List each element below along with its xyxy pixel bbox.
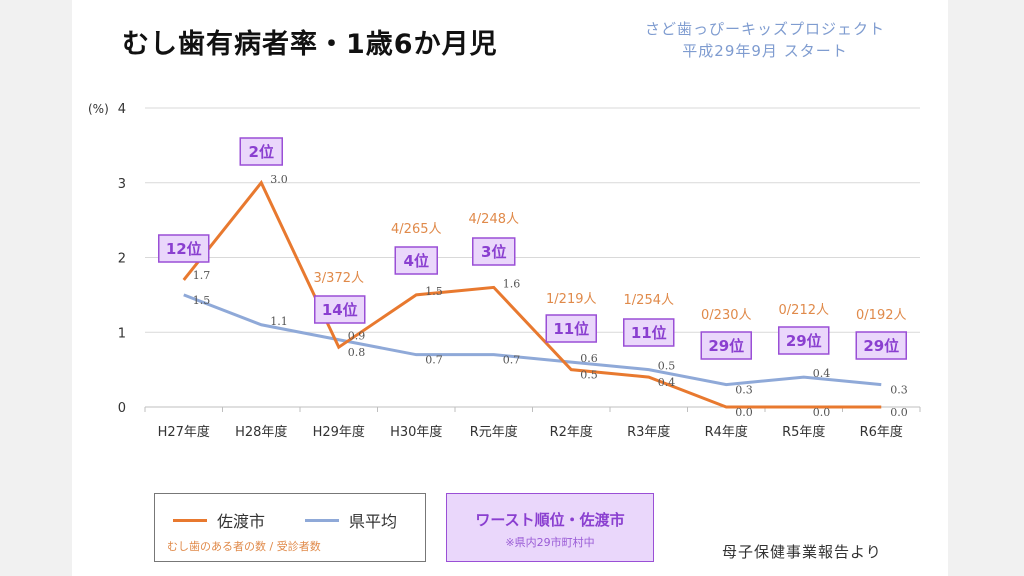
count-label: 1/219人 (546, 292, 596, 307)
data-label: 0.5 (658, 360, 676, 373)
x-tick-label: R5年度 (782, 424, 825, 440)
rank-label: 29位 (863, 337, 899, 355)
x-tick-label: H29年度 (313, 424, 365, 440)
y-tick-label: 0 (118, 401, 126, 416)
rank-box (700, 331, 752, 360)
x-tick-label: R4年度 (705, 424, 748, 440)
data-label: 1.1 (270, 315, 288, 328)
data-label: 0.9 (348, 330, 366, 343)
data-label: 1.5 (425, 285, 443, 298)
slide (72, 0, 948, 576)
worst-rank-subtitle: ※県内29市町村中 (505, 536, 595, 549)
x-tick-label: H27年度 (158, 424, 210, 440)
data-label: 0.4 (813, 367, 831, 380)
rank-box (545, 314, 597, 343)
y-tick-label: 1 (118, 326, 126, 341)
count-label: 1/254人 (624, 293, 674, 308)
data-label: 0.8 (348, 346, 366, 359)
x-tick-label: H30年度 (390, 424, 442, 440)
project-name: さど歯っぴーキッズプロジェクト (644, 20, 885, 38)
series-line-prefecture (183, 293, 882, 387)
rank-box (239, 137, 283, 166)
chart-title: むし歯有病者率・1歳6か月児 (122, 29, 498, 60)
worst-rank-box: ワースト順位・佐渡市 ※県内29市町村中 (446, 493, 654, 562)
x-tick-label: R6年度 (860, 424, 903, 440)
legend-label: 佐渡市 (217, 512, 266, 531)
legend-item-prefecture: 県平均 (305, 508, 397, 532)
count-label: 4/248人 (469, 212, 519, 227)
rank-label: 29位 (708, 337, 744, 355)
rank-label: 3位 (481, 243, 506, 261)
count-label: 4/265人 (391, 222, 441, 237)
x-tick-label: R元年度 (470, 424, 518, 440)
rank-label: 12位 (166, 240, 202, 258)
y-tick-label: 4 (118, 102, 126, 117)
count-label: 0/230人 (701, 308, 751, 323)
rank-box (623, 318, 675, 347)
legend: 佐渡市 県平均 むし歯のある者の数 / 受診者数 (154, 493, 426, 562)
data-label: 0.5 (580, 369, 598, 382)
data-label: 0.4 (658, 376, 676, 389)
data-label: 0.3 (890, 384, 908, 397)
project-start: 平成29年9月 スタート (682, 42, 848, 60)
rank-box (855, 331, 907, 360)
rank-box (394, 246, 438, 275)
x-tick-label: R3年度 (627, 424, 670, 440)
rank-label: 2位 (249, 143, 274, 161)
data-label: 3.0 (270, 173, 288, 186)
rank-label: 11位 (631, 324, 667, 342)
count-label: 0/192人 (856, 308, 906, 323)
rank-label: 29位 (786, 332, 822, 350)
y-tick-label: 2 (118, 252, 126, 267)
y-axis-label: (%) (88, 102, 109, 116)
data-label: 0.6 (580, 352, 598, 365)
count-label: 3/372人 (314, 271, 364, 286)
data-label: 1.7 (193, 269, 211, 282)
rank-box (314, 295, 366, 324)
legend-swatch-prefecture (305, 518, 339, 522)
legend-label: 県平均 (349, 512, 398, 531)
data-label: 0.0 (813, 406, 831, 419)
y-tick-label: 3 (118, 177, 126, 192)
data-label: 1.6 (503, 277, 521, 290)
x-tick-label: R2年度 (550, 424, 593, 440)
legend-item-sado: 佐渡市 (173, 508, 265, 532)
legend-swatch-sado (173, 518, 207, 522)
rank-box (158, 234, 210, 263)
data-label: 0.7 (425, 354, 443, 367)
source-note: 母子保健事業報告より (722, 543, 882, 561)
rank-label: 14位 (322, 301, 358, 319)
legend-note: むし歯のある者の数 / 受診者数 (167, 540, 321, 553)
rank-label: 11位 (553, 320, 589, 338)
count-label: 0/212人 (779, 303, 829, 318)
worst-rank-title: ワースト順位・佐渡市 (475, 511, 625, 529)
data-label: 0.0 (735, 406, 753, 419)
data-label: 1.5 (193, 294, 211, 307)
data-label: 0.0 (890, 406, 908, 419)
series-line-sado (182, 179, 882, 409)
rank-box (472, 237, 516, 266)
x-tick-label: H28年度 (235, 424, 287, 440)
data-label: 0.7 (503, 354, 521, 367)
rank-box (778, 326, 830, 355)
project-note: さど歯っぴーキッズプロジェクト 平成29年9月 スタート (620, 18, 910, 62)
rank-label: 4位 (404, 252, 429, 270)
data-label: 0.3 (735, 384, 753, 397)
